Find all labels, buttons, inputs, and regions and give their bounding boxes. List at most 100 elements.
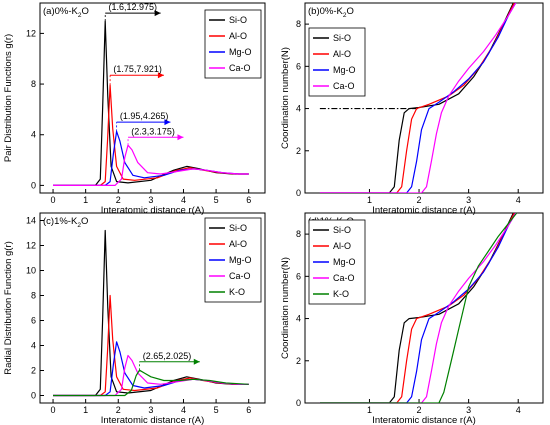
panel-3-y-tick-label: 8	[31, 291, 36, 301]
panel-3-x-tick-label: 4	[181, 405, 186, 415]
panel-4-legend-label: Al-O	[333, 241, 351, 251]
panel-1-y-tick-label: 8	[31, 79, 36, 89]
panel-4-x-tick-label: 1	[367, 405, 372, 415]
panel-1-annotation-text: (1.75,7.921)	[113, 64, 162, 74]
panel-3-y-tick-label: 4	[31, 341, 36, 351]
panel-1-frame	[39, 2, 266, 194]
panel-2-frame	[304, 2, 544, 194]
panel-3-x-tick-label: 3	[148, 405, 153, 415]
panel-3-legend-label: Ca-O	[229, 271, 251, 281]
panel-1-label-sub: 2	[78, 12, 82, 19]
panel-2-label: (b)0%-K2O	[308, 6, 354, 19]
panel-1-annotation-text: (1.95,4.265)	[120, 111, 169, 121]
panel-4-series-k-o	[319, 213, 518, 403]
panel-4-y-tick-label: 2	[296, 356, 301, 366]
panel-3-label: (c)1%-K2O	[43, 216, 88, 229]
panel-1-y-tick-label: 0	[31, 180, 36, 190]
panel-3-annotation-text: (2.65,2.025)	[143, 351, 192, 361]
panel-1-series-mg-o	[53, 130, 249, 186]
panel-3-x-tick-label: 6	[246, 405, 251, 415]
panel-2-legend-label: Ca-O	[333, 81, 355, 91]
panel-1-annotation-text: (1.6,12.975)	[108, 2, 157, 12]
panel-1-x-tick-label: 3	[148, 195, 153, 205]
panel-1-legend-label: Ca-O	[229, 63, 251, 73]
panel-3-series-al-o	[53, 294, 249, 397]
panel-2-x-tick-label: 3	[466, 195, 471, 205]
panel-2-x-tick-label: 4	[516, 195, 521, 205]
panel-4-legend-label: Mg-O	[333, 257, 356, 267]
panel-2-legend-label: Mg-O	[333, 65, 356, 75]
panel-4-series-mg-o	[319, 213, 517, 403]
panel-1-legend-label: Al-O	[229, 31, 247, 41]
panel-3-y-tick-label: 6	[31, 316, 36, 326]
panel-3-legend-label: Mg-O	[229, 255, 252, 265]
panel-1-legend-label: Si-O	[229, 15, 247, 25]
panel-1-x-tick-label: 1	[83, 195, 88, 205]
panel-4-y-tick-label: 4	[296, 314, 301, 324]
panel-1-label: (a)0%-K2O	[43, 6, 89, 19]
panel-2-y-tick-label: 4	[296, 104, 301, 114]
panel-3-x-tick-label: 2	[116, 405, 121, 415]
panel-2-y-tick-label: 0	[296, 188, 301, 198]
panel-3-legend-label: K-O	[229, 287, 245, 297]
panel-1-x-tick-label: 0	[51, 195, 56, 205]
panel-1-annotation-arrow-head	[154, 10, 161, 17]
panel-2-y-axis-title: Coordination number(N)	[280, 47, 291, 149]
panel-3-y-tick-label: 2	[31, 366, 36, 376]
panel-4-x-tick-label: 4	[516, 405, 521, 415]
panel-4-legend-label: Ca-O	[333, 273, 355, 283]
panel-2-series-mg-o	[319, 3, 517, 193]
panel-4-x-tick-label: 2	[417, 405, 422, 415]
panel-3-series-k-o	[53, 369, 249, 397]
panel-3-y-tick-label: 10	[26, 266, 36, 276]
panel-2-x-axis-title: Interatomic distance r(A)	[372, 205, 475, 216]
panel-1-legend-label: Mg-O	[229, 47, 252, 57]
panel-3-label-main: (c)1%-K	[43, 216, 78, 227]
panel-2-x-tick-label: 2	[417, 195, 422, 205]
panel-1-x-axis-title: Interatomic distance r(A)	[101, 205, 204, 216]
panel-3-x-tick-label: 1	[83, 405, 88, 415]
panel-2-label-main: (b)0%-K	[308, 6, 344, 17]
panel-2-y-tick-label: 8	[296, 19, 301, 29]
panel-3-y-axis-title: Radial Distribution Function g(r)	[3, 241, 14, 375]
panel-4-y-tick-label: 6	[296, 271, 301, 281]
panel-4-x-tick-label: 3	[466, 405, 471, 415]
panel-3-legend-label: Al-O	[229, 239, 247, 249]
panel-1-x-tick-label: 4	[181, 195, 186, 205]
panel-3-y-tick-label: 12	[26, 241, 36, 251]
panel-3-label-sub: 2	[77, 222, 81, 229]
panel-2-legend-label: Al-O	[333, 49, 351, 59]
panel-1-y-axis-title: Pair Distribution Functions g(r)	[3, 34, 14, 162]
panel-2-legend-label: Si-O	[333, 33, 351, 43]
panel-2-legend	[308, 27, 366, 97]
panel-3-annotation-arrow-head	[193, 358, 200, 365]
panel-3-legend-label: Si-O	[229, 223, 247, 233]
panel-2-label-sub: 2	[343, 12, 347, 19]
panel-1-y-tick-label: 12	[26, 28, 36, 38]
panel-2: 1 2 3 4 0 2 4 6 8 Interatomic distance r(A) Coordi…	[280, 2, 544, 216]
panel-4-y-tick-label: 0	[296, 398, 301, 408]
panel-1-x-tick-label: 5	[214, 195, 219, 205]
panel-4-y-tick-label: 8	[296, 229, 301, 239]
panel-3-y-tick-label: 14	[26, 216, 36, 226]
panel-2-x-tick-label: 1	[367, 195, 372, 205]
panel-3-label-end: O	[81, 216, 88, 227]
panel-1-label-main: (a)0%-K	[43, 6, 79, 17]
panel-1-annotation-arrow-head	[164, 119, 171, 126]
panel-1-x-tick-label: 2	[116, 195, 121, 205]
panel-3-x-tick-label: 0	[51, 405, 56, 415]
panel-1-annotation-arrow-head	[157, 72, 164, 79]
panel-1-series-ca-o	[53, 144, 249, 186]
panel-4-legend-label: Si-O	[333, 225, 351, 235]
panel-4: 1 2 3 4 0 2 4 6 8 Interatomic distance r(A) Coordi…	[280, 212, 544, 425]
panel-1-label-end: O	[81, 6, 88, 17]
panel-4-series-ca-o	[319, 213, 517, 403]
panel-3-x-tick-label: 5	[214, 405, 219, 415]
panel-1-y-tick-label: 4	[31, 130, 36, 140]
panel-2-series-ca-o	[319, 3, 517, 193]
panel-1-annotation-text: (2.3,3.175)	[131, 126, 175, 136]
panel-3-y-tick-label: 0	[31, 391, 36, 401]
